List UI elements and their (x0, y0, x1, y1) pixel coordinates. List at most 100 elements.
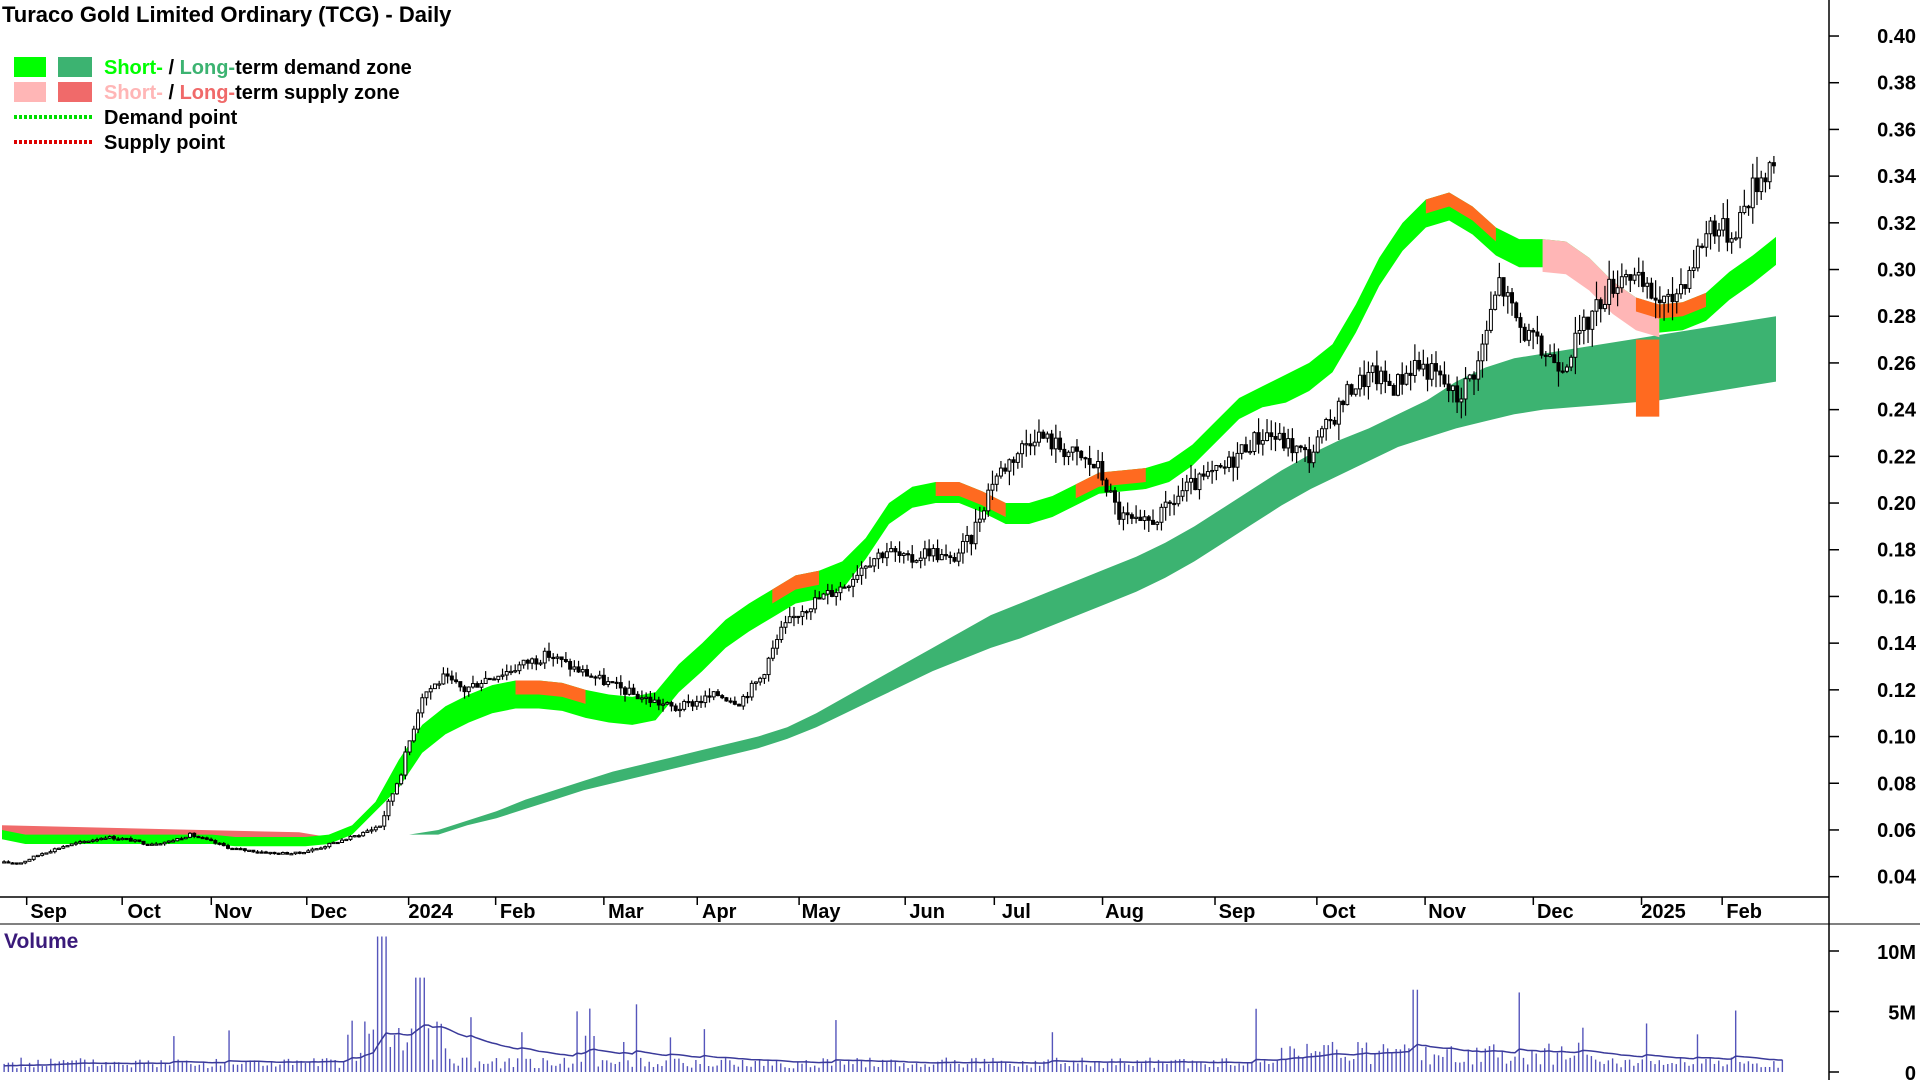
candle-body (1543, 354, 1548, 357)
candle-body (1446, 383, 1451, 392)
candle-body (1117, 501, 1122, 520)
candle-body (1552, 354, 1557, 364)
candle-body (1590, 310, 1595, 330)
candle-body (1442, 374, 1447, 385)
candle-body (1421, 363, 1426, 370)
candle-body (1564, 366, 1569, 372)
candle-body (593, 676, 598, 679)
candle-body (737, 703, 742, 707)
candle-body (568, 661, 573, 670)
candle-body (614, 681, 619, 684)
legend-swatch-short (14, 82, 46, 102)
candle-body (817, 597, 822, 600)
candle-body (1602, 303, 1607, 310)
candle-body (344, 838, 349, 842)
candle-body (669, 702, 674, 707)
candle-body (428, 688, 433, 693)
candle-body (1738, 212, 1743, 239)
candle-body (1480, 343, 1485, 362)
candle-body (1400, 374, 1405, 385)
legend-swatch-long (58, 57, 92, 77)
candle-body (956, 552, 961, 562)
candle-body (551, 656, 556, 660)
candle-body (800, 611, 805, 617)
candle-body (1771, 162, 1776, 167)
y-tick-label: 0.18 (1877, 540, 1916, 562)
candle-body (1091, 463, 1096, 469)
candle-body (1476, 360, 1481, 380)
candle-body (1581, 316, 1586, 332)
candle-body (834, 592, 839, 597)
candle-body (576, 666, 581, 673)
candle-body (728, 700, 733, 703)
candle-body (335, 841, 340, 845)
candle-body (939, 554, 944, 561)
candle-body (635, 693, 640, 700)
supply-spike-zone (1635, 339, 1660, 417)
candle-body (196, 835, 201, 839)
candle-body (1294, 445, 1299, 454)
candle-body (69, 843, 74, 847)
candle-body (1104, 479, 1109, 493)
x-tick-label: Mar (608, 901, 644, 923)
candle-body (994, 475, 999, 485)
candle-body (838, 586, 843, 594)
candle-body (340, 839, 345, 843)
candle-body (1087, 458, 1092, 465)
candle-body (1197, 473, 1202, 491)
candle-body (458, 681, 463, 688)
x-tick-label: Dec (310, 901, 347, 923)
candle-body (1387, 380, 1392, 386)
candle-body (1159, 506, 1164, 523)
candle-body (95, 839, 100, 842)
candle-body (986, 489, 991, 512)
candle-body (1653, 297, 1658, 301)
volume-axis: 10M 5M 0 (1829, 942, 1916, 1080)
candle-body (1577, 330, 1582, 334)
candle-body (1303, 447, 1308, 451)
x-tick-label: Sep (1219, 901, 1256, 923)
candle-body (1146, 516, 1151, 521)
candle-body (1750, 177, 1755, 209)
candle-body (1121, 512, 1126, 520)
legend-label: term demand zone (235, 57, 412, 79)
candle-body (1615, 287, 1620, 294)
short-term-supply-zone (515, 680, 586, 704)
candle-body (610, 681, 615, 684)
candle-body (86, 840, 91, 843)
candle-body (27, 858, 32, 862)
candle-body (124, 837, 129, 841)
candle-body (1569, 356, 1574, 368)
candle-body (1151, 519, 1155, 525)
candle-body (1662, 295, 1667, 304)
legend-label: Demand point (104, 107, 238, 129)
candle-body (230, 847, 235, 851)
short-term-supply-zone (1635, 292, 1706, 319)
candle-body (884, 551, 889, 559)
candle-body (1239, 444, 1244, 454)
candle-body (445, 673, 450, 677)
x-tick-label: 2024 (408, 901, 453, 923)
candle-body (631, 687, 636, 695)
short-term-supply-zone (1542, 239, 1660, 338)
candle-body (1218, 465, 1223, 468)
candle-body (1205, 471, 1210, 477)
candle-body (204, 837, 209, 840)
candle-body (251, 849, 256, 853)
candle-body (264, 851, 268, 854)
candle-body (479, 683, 484, 688)
candle-body (804, 611, 809, 614)
candle-body (1691, 267, 1696, 271)
candle-body (500, 674, 505, 677)
candle-body (893, 548, 898, 553)
candle-body (268, 851, 273, 855)
candle-body (2, 861, 7, 864)
y-tick-label: 0.32 (1877, 213, 1916, 235)
candle-body (1053, 437, 1058, 450)
candle-body (280, 851, 285, 855)
x-tick-label: Feb (1726, 901, 1762, 923)
candle-body (1172, 502, 1177, 506)
candle-body (403, 751, 408, 776)
candle-body (1556, 362, 1561, 372)
candle-body (1455, 385, 1460, 403)
